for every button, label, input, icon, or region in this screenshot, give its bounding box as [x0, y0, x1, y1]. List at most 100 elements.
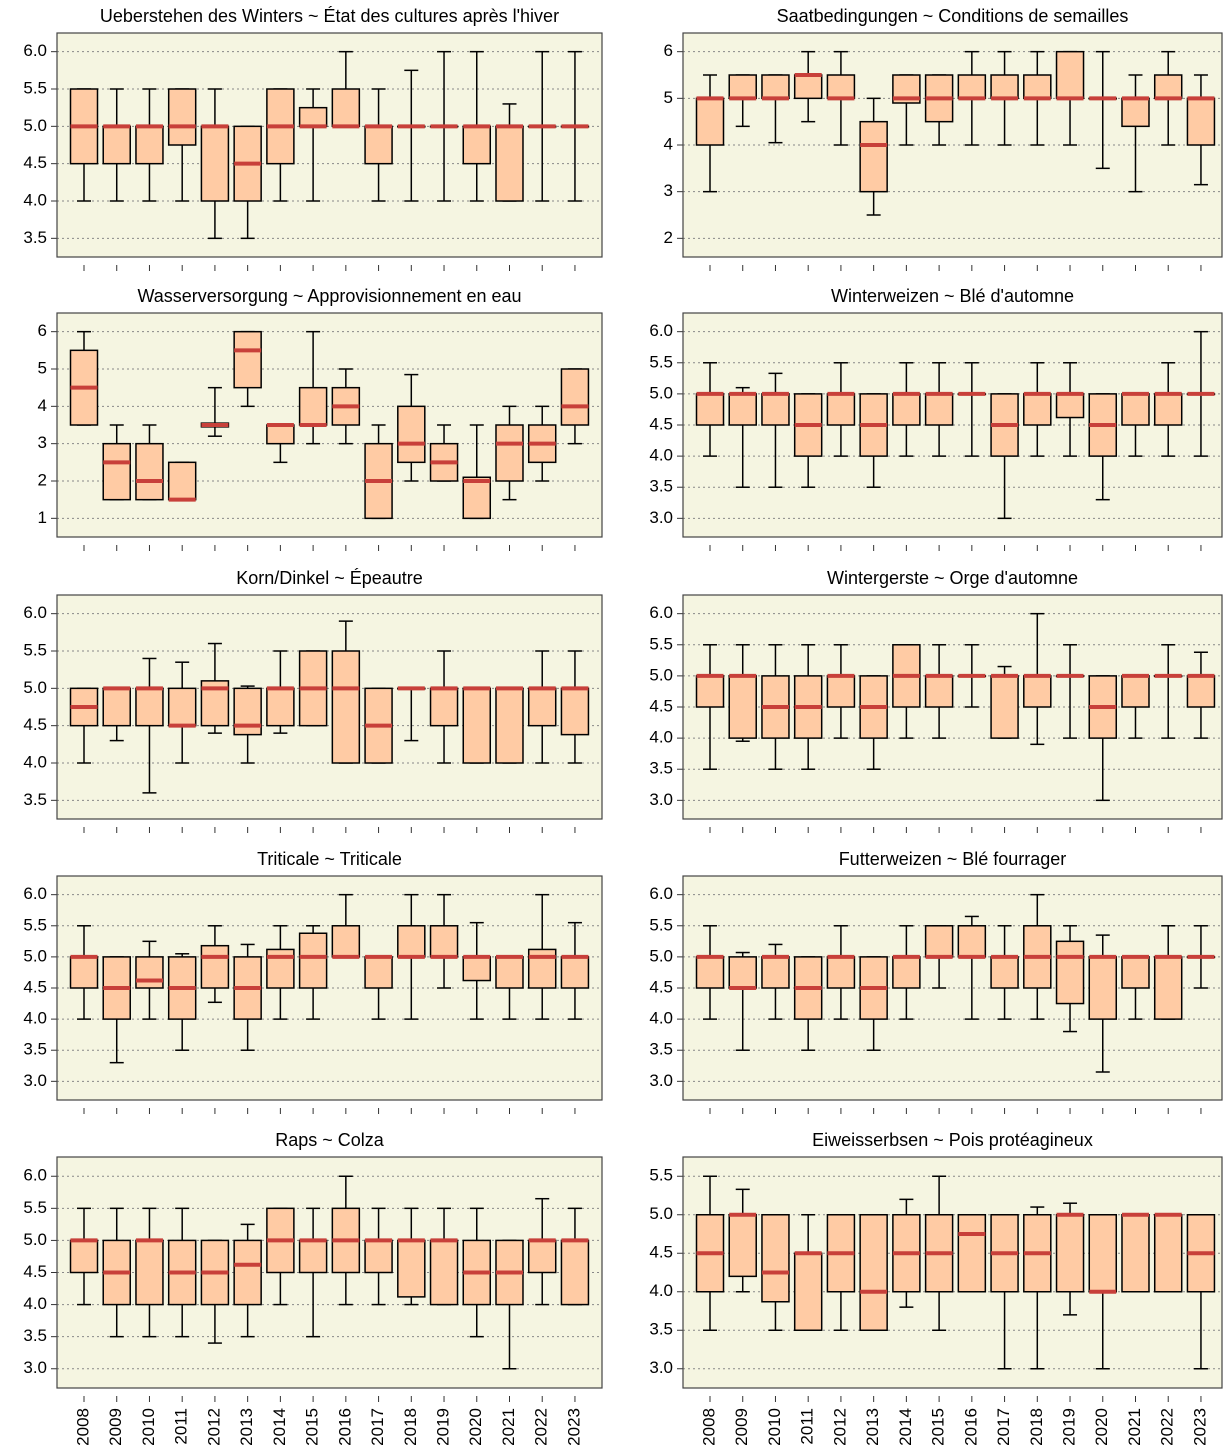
box	[1153, 74, 1183, 100]
y-tick-label: 5	[664, 88, 673, 107]
y-tick-label: 4.5	[649, 1243, 673, 1262]
box	[364, 125, 393, 165]
box	[429, 925, 459, 958]
box	[298, 106, 328, 128]
plot-frame	[56, 594, 603, 820]
box	[266, 687, 295, 727]
y-tick-label: 5.5	[649, 915, 673, 934]
box	[1055, 940, 1085, 1005]
x-tick-label: 2023	[564, 1408, 583, 1446]
x-tick-label: 2013	[863, 1408, 882, 1446]
y-tick-label: 6	[38, 321, 47, 340]
box	[266, 424, 295, 445]
plot-frame	[56, 875, 603, 1101]
y-tick-label: 5.0	[649, 665, 673, 684]
x-tick-label: 2022	[532, 1408, 551, 1446]
y-tick-label: 3	[38, 433, 47, 452]
plot-frame	[682, 1156, 1223, 1389]
x-tick-label: 2022	[1158, 1408, 1177, 1446]
plot-area	[683, 33, 1222, 257]
x-tick-label: 2016	[335, 1408, 354, 1446]
y-tick-label: 6.0	[649, 884, 673, 903]
x-tick-label: 2008	[73, 1408, 92, 1446]
box	[200, 944, 230, 989]
box	[560, 687, 590, 736]
chart-title: Eiweisserbsen ~ Pois protéagineux	[812, 1130, 1093, 1150]
box	[728, 956, 757, 989]
x-tick-label: 2019	[434, 1408, 453, 1446]
y-tick-label: 6.0	[649, 321, 673, 340]
y-tick-label: 4.0	[23, 1294, 47, 1313]
y-tick-label: 6	[664, 41, 673, 60]
box	[495, 687, 524, 764]
y-tick-label: 4.0	[649, 1009, 673, 1028]
y-tick-label: 3.5	[649, 759, 673, 778]
box	[695, 956, 725, 989]
box	[397, 405, 426, 464]
y-tick-label: 6.0	[23, 41, 47, 60]
box	[990, 956, 1019, 989]
box	[331, 88, 361, 128]
y-tick-label: 2	[38, 470, 47, 489]
y-tick-label: 5.0	[23, 1230, 47, 1249]
x-tick-label: 2021	[499, 1408, 518, 1446]
box	[200, 125, 230, 202]
box	[102, 125, 131, 165]
box	[695, 393, 725, 426]
box	[167, 687, 197, 727]
box	[924, 393, 954, 426]
box	[1088, 1214, 1118, 1293]
box	[1153, 393, 1183, 426]
box	[560, 1239, 590, 1306]
x-tick-label: 2018	[1027, 1408, 1046, 1446]
y-tick-label: 6.0	[23, 1166, 47, 1185]
y-tick-label: 5.5	[649, 352, 673, 371]
box	[135, 125, 164, 165]
box	[1023, 74, 1052, 100]
box	[429, 1239, 459, 1306]
y-tick-label: 4.0	[649, 446, 673, 465]
y-tick-label: 5.0	[23, 116, 47, 135]
box	[495, 956, 524, 989]
box	[135, 1239, 164, 1306]
x-tick-label: 2014	[896, 1408, 915, 1446]
x-tick-label: 2008	[699, 1408, 718, 1446]
box	[761, 1214, 790, 1303]
chart-title: Wasserversorgung ~ Approvisionnement en …	[137, 286, 521, 306]
box	[462, 956, 492, 982]
box	[1055, 50, 1085, 100]
box	[695, 675, 725, 708]
x-tick-label: 2019	[1060, 1408, 1079, 1446]
x-tick-label: 2010	[765, 1408, 784, 1446]
box	[527, 687, 557, 727]
box	[892, 956, 921, 989]
y-tick-label: 4.0	[23, 752, 47, 771]
box	[859, 1214, 888, 1331]
y-tick-label: 4.0	[23, 190, 47, 209]
plot-frame	[56, 32, 603, 258]
box	[364, 956, 393, 989]
plot-frame	[682, 32, 1223, 258]
box	[135, 956, 164, 989]
box	[233, 687, 262, 736]
x-tick-label: 2011	[798, 1408, 817, 1445]
chart-title: Winterweizen ~ Blé d'automne	[831, 286, 1074, 306]
x-tick-label: 2015	[303, 1408, 322, 1446]
box	[560, 956, 590, 989]
box	[957, 74, 987, 100]
x-tick-label: 2018	[401, 1408, 420, 1446]
chart-title: Futterweizen ~ Blé fourrager	[839, 849, 1067, 869]
box	[1088, 956, 1118, 1020]
box	[495, 125, 524, 202]
box	[695, 97, 725, 146]
box	[331, 925, 361, 958]
box	[1121, 393, 1150, 426]
y-tick-label: 3.5	[649, 1320, 673, 1339]
box	[793, 1252, 823, 1331]
x-tick-label: 2023	[1190, 1408, 1209, 1446]
box	[397, 1239, 426, 1298]
box	[233, 330, 262, 389]
y-tick-label: 5.5	[23, 78, 47, 97]
y-tick-label: 3.5	[23, 790, 47, 809]
